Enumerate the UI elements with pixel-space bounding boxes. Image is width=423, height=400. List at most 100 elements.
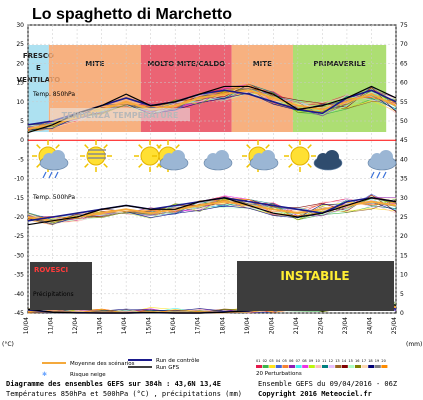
zone-label-1: MITE xyxy=(85,60,104,68)
sun-ray xyxy=(307,144,312,149)
x-tick-label: 21/04 xyxy=(293,317,300,334)
left-tick-label: 0 xyxy=(20,137,24,144)
fog-sun-icon xyxy=(80,140,112,172)
rain-drop xyxy=(54,171,59,179)
x-tick-label: 24/04 xyxy=(366,317,373,334)
sun-ray xyxy=(307,163,312,168)
perturbation-swatch xyxy=(328,365,335,368)
perturbation-label: 01 xyxy=(256,359,260,363)
x-tick-label: 11/04 xyxy=(48,317,55,334)
right-tick-label: 25 xyxy=(400,214,408,221)
perturbation-swatch xyxy=(315,365,322,368)
sun-ray xyxy=(175,144,180,149)
right-tick-label: 65 xyxy=(400,60,408,67)
footer-copyright: Copyright 2016 Meteociel.fr xyxy=(258,390,372,398)
right-tick-label: 0 xyxy=(400,310,404,317)
sun-ray xyxy=(138,163,143,168)
instabile-label: INSTABILE xyxy=(280,269,349,283)
perturbation-label: 10 xyxy=(315,359,319,363)
perturbation-label: 13 xyxy=(335,359,339,363)
cloud-puff xyxy=(51,150,65,164)
sun-ray xyxy=(157,163,162,168)
perturbation-label: 15 xyxy=(348,359,352,363)
perturbation-label: 06 xyxy=(289,359,293,363)
legend-control-label: Run de contrôle xyxy=(156,357,200,364)
perturbation-swatch xyxy=(361,365,368,368)
sun-ray xyxy=(156,163,161,168)
left-tick-label: 5 xyxy=(20,118,24,125)
perturbation-swatch xyxy=(256,365,262,368)
chart-title: Lo spaghetto di Marchetto xyxy=(32,6,232,23)
left-tick-label: -30 xyxy=(14,252,24,259)
zone-label-0: E xyxy=(36,64,41,72)
right-tick-label: 5 xyxy=(400,291,404,298)
perturbation-label: 11 xyxy=(322,359,326,363)
cloud-puff xyxy=(379,150,393,164)
perturbation-swatch xyxy=(374,365,381,368)
legend-perturbations-label: 20 Perturbations xyxy=(256,371,302,377)
perturbation-swatch xyxy=(275,365,282,368)
cloud-rain-icon xyxy=(367,150,397,179)
x-tick-label: 19/04 xyxy=(244,317,251,334)
sun-ray xyxy=(36,144,41,149)
perturbation-swatch xyxy=(262,365,269,368)
right-tick-label: 40 xyxy=(400,156,408,163)
rovesci-label: ROVESCI xyxy=(34,266,68,274)
x-tick-label: 10/04 xyxy=(23,317,30,334)
footer-line1: Diagramme des ensembles GEFS sur 384h : … xyxy=(6,380,221,388)
x-tick-label: 16/04 xyxy=(170,317,177,334)
perturbation-swatch xyxy=(322,365,328,368)
right-tick-label: 75 xyxy=(400,22,408,29)
x-tick-label: 17/04 xyxy=(195,317,202,334)
storm-cloud-icon xyxy=(313,150,343,171)
sun-ray xyxy=(138,144,143,149)
left-tick-label: -20 xyxy=(14,214,24,221)
series-line-t500-5 xyxy=(27,197,397,226)
zone-label-3: MITE xyxy=(253,60,272,68)
right-tick-label: 20 xyxy=(400,233,408,240)
perturbation-swatch xyxy=(295,365,302,368)
sun-cloud-rain-icon xyxy=(32,140,69,179)
perturbation-swatch xyxy=(282,365,289,368)
x-tick-label: 22/04 xyxy=(317,317,324,334)
zone-label-4: PRIMAVERILE xyxy=(313,60,366,68)
perturbation-label: 14 xyxy=(342,359,347,363)
perturbation-label: 07 xyxy=(296,359,300,363)
left-tick-label: 10 xyxy=(16,99,24,106)
sun-cloud-icon xyxy=(242,140,279,172)
left-tick-label: 15 xyxy=(16,80,24,87)
sun-ray xyxy=(84,163,89,168)
right-axis-label: (mm) xyxy=(406,341,422,348)
sun-icon xyxy=(284,140,316,172)
sun-ray xyxy=(246,144,251,149)
sun-disc xyxy=(290,146,310,166)
cloud-puff xyxy=(215,150,229,164)
x-tick-label: 18/04 xyxy=(219,317,226,334)
x-tick-label: 13/04 xyxy=(97,317,104,334)
left-axis-label: (°C) xyxy=(2,341,14,348)
x-tick-label: 25/04 xyxy=(391,317,398,334)
left-tick-label: -15 xyxy=(14,195,24,202)
perturbation-swatch xyxy=(355,365,361,368)
snow-icon: ✱ xyxy=(42,371,47,378)
perturbation-label: 19 xyxy=(375,359,379,363)
left-tick-label: 20 xyxy=(16,60,24,67)
right-tick-label: 15 xyxy=(400,252,408,259)
right-tick-label: 45 xyxy=(400,137,408,144)
perturbation-label: 16 xyxy=(355,359,359,363)
footer-run: Ensemble GEFS du 09/04/2016 - 06Z xyxy=(258,380,398,388)
perturbation-label: 04 xyxy=(276,359,281,363)
rain-drop xyxy=(376,171,381,179)
tendency-label: TENDENZA TEMPERATURE xyxy=(62,111,179,120)
right-tick-label: 50 xyxy=(400,118,408,125)
perturbation-swatch xyxy=(335,365,342,368)
sun-ray xyxy=(265,144,270,149)
perturbation-swatch xyxy=(381,365,388,368)
perturbation-label: 08 xyxy=(302,359,306,363)
zone-label-0: VENTILATO xyxy=(17,76,61,84)
sun-ray xyxy=(55,144,60,149)
perturbation-swatch xyxy=(348,365,355,368)
perturbation-label: 18 xyxy=(368,359,372,363)
perturbation-label: 03 xyxy=(269,359,273,363)
sun-ray xyxy=(288,163,293,168)
